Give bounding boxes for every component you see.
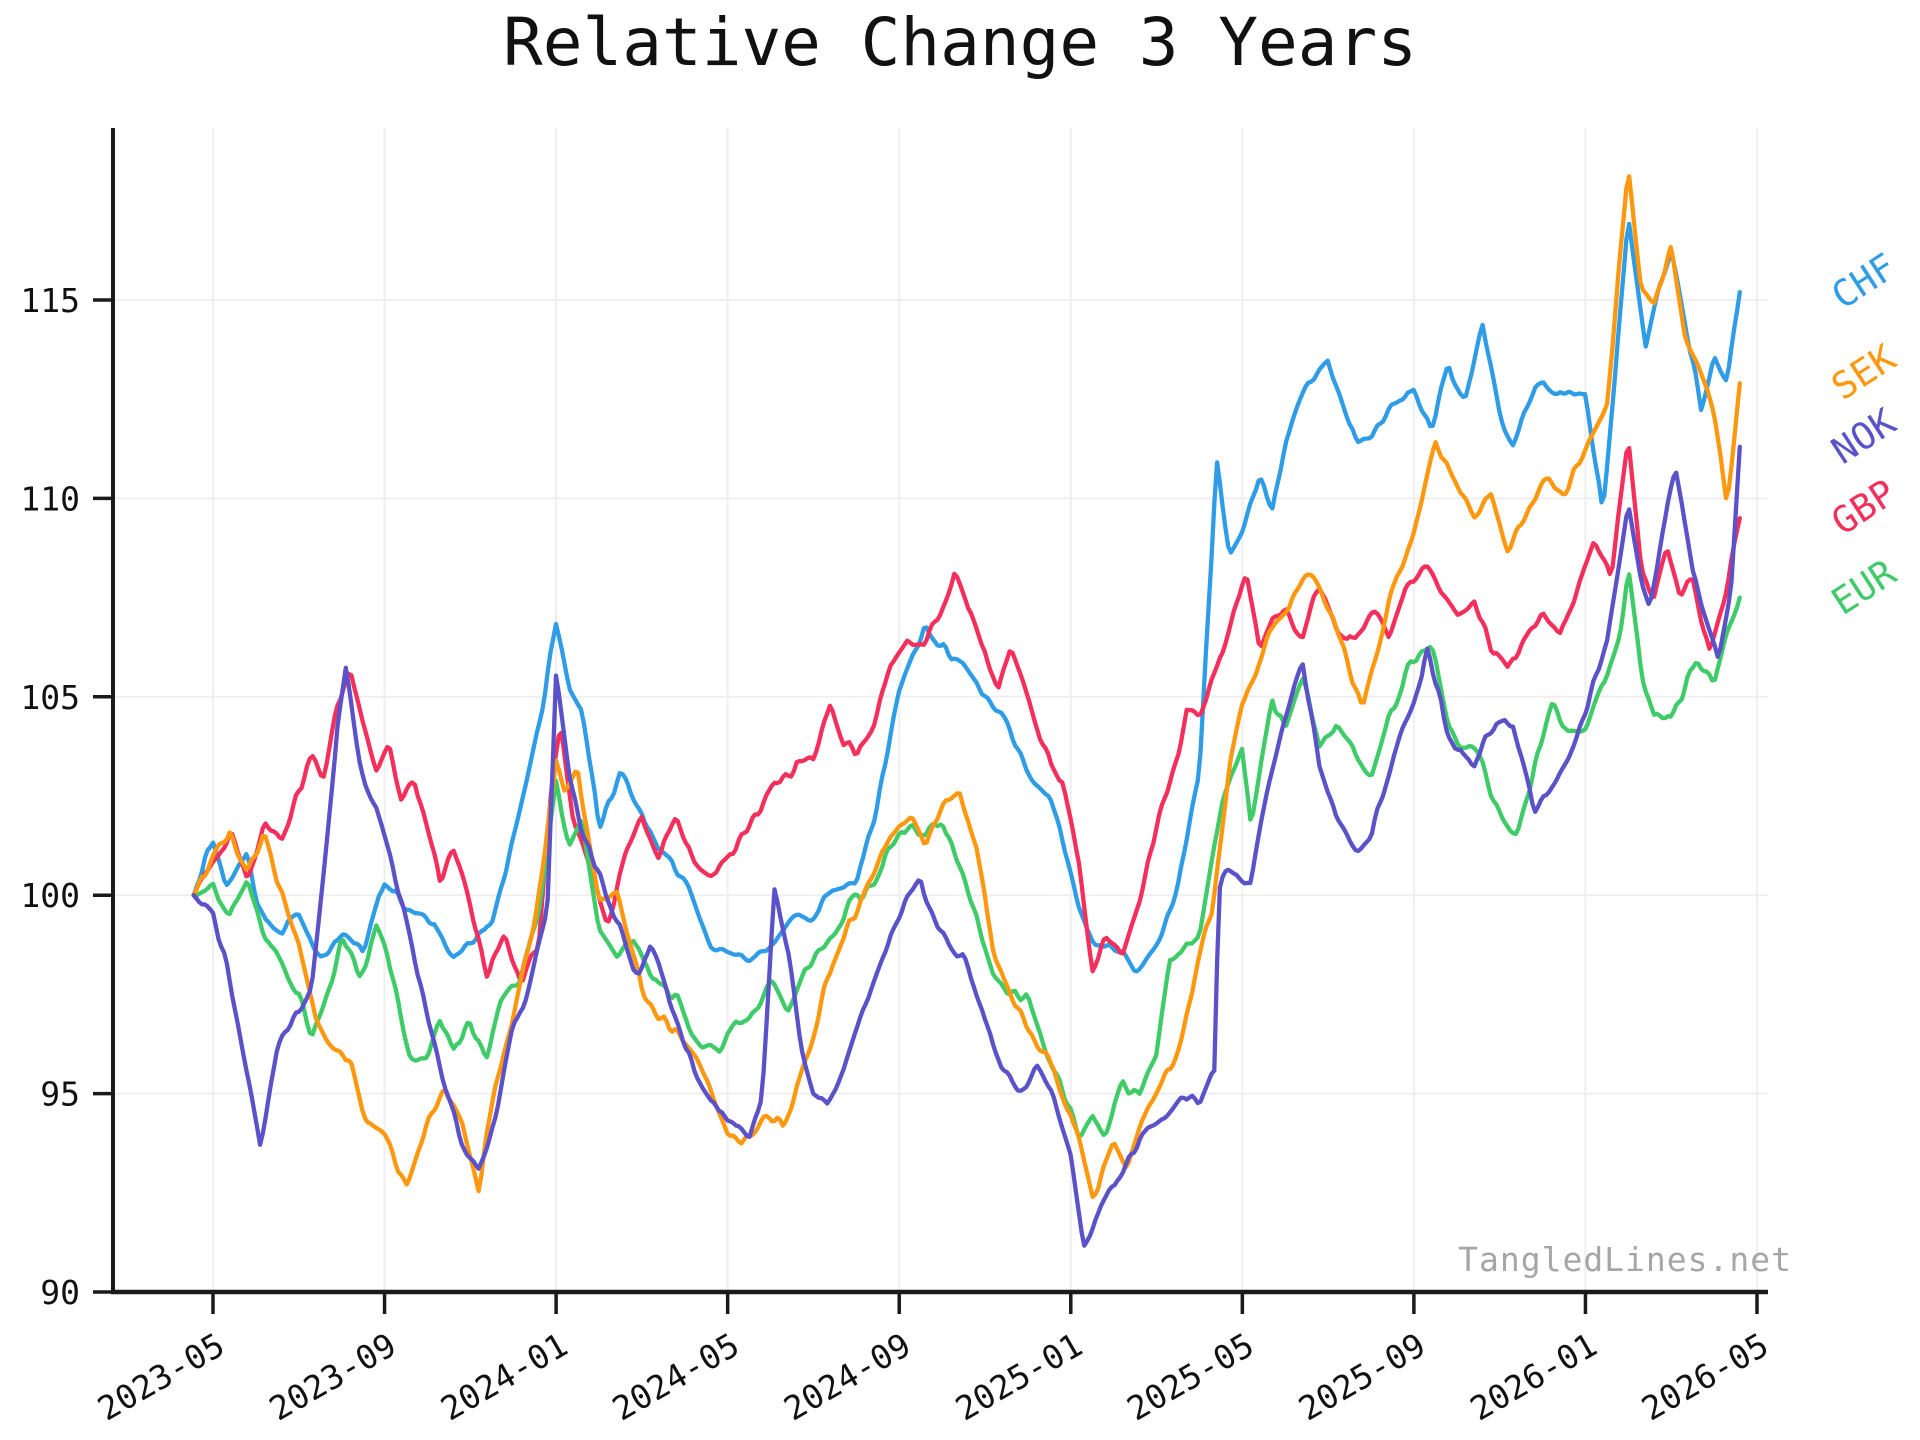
x-tick-label-1: 2023-09: [263, 1325, 403, 1428]
watermark: TangledLines.net: [1458, 1240, 1792, 1279]
y-tick-label-105: 105: [20, 678, 80, 717]
y-tick-label-90: 90: [40, 1273, 80, 1312]
x-tick-label-4: 2024-09: [777, 1325, 917, 1428]
y-tick-label-115: 115: [20, 281, 80, 320]
y-tick-label-95: 95: [40, 1075, 80, 1114]
x-tick-label-5: 2025-01: [949, 1325, 1089, 1428]
series-line-GBP: [191, 445, 1742, 983]
series-line-NOK: [191, 444, 1742, 1248]
series-line-CHF: [191, 221, 1742, 974]
series-line-SEK: [191, 174, 1742, 1200]
x-tick-label-8: 2026-01: [1463, 1325, 1603, 1428]
x-tick-label-7: 2025-09: [1292, 1325, 1432, 1428]
y-tick-label-110: 110: [20, 479, 80, 518]
series-line-EUR: [191, 572, 1742, 1140]
x-tick-label-9: 2026-05: [1635, 1325, 1775, 1428]
x-tick-label-0: 2023-05: [91, 1325, 231, 1428]
y-tick-label-100: 100: [20, 876, 80, 915]
x-tick-label-6: 2025-05: [1120, 1325, 1260, 1428]
chart-title: Relative Change 3 Years: [503, 4, 1417, 81]
x-tick-label-2: 2024-01: [434, 1325, 574, 1428]
series-lines: [191, 174, 1742, 1248]
x-tick-label-3: 2024-05: [606, 1325, 746, 1428]
